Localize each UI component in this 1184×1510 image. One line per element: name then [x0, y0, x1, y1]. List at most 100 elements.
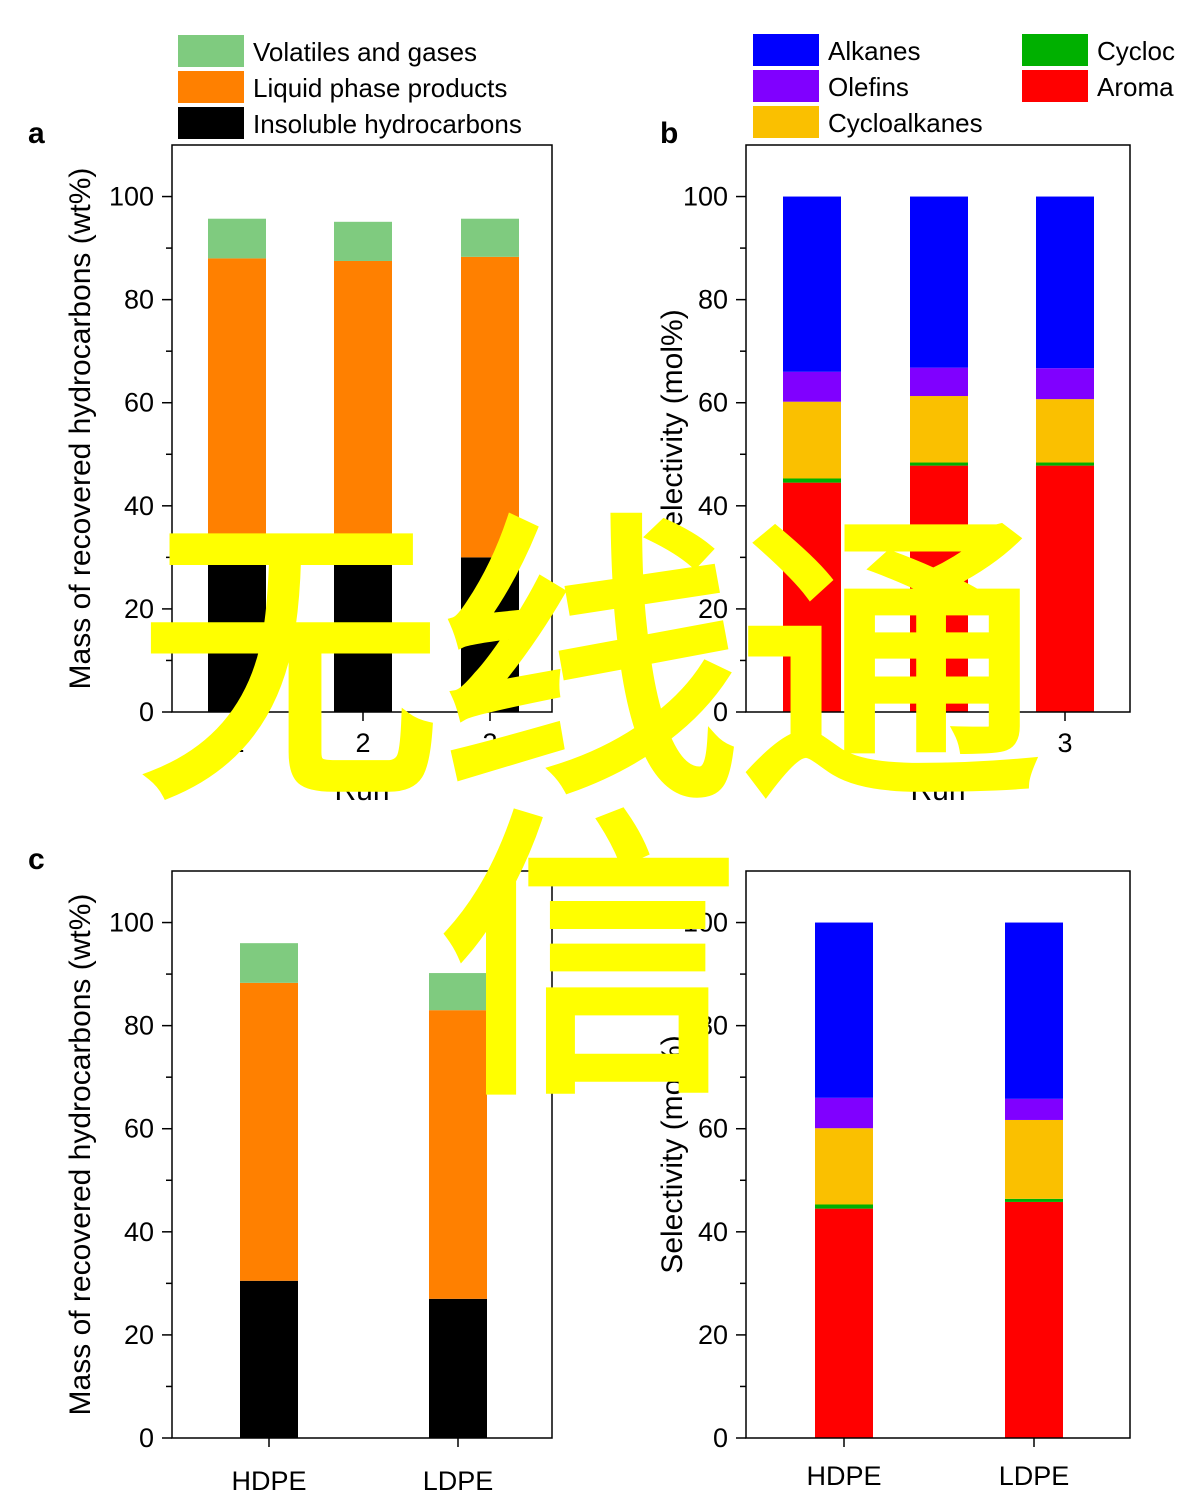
y-tick-label-b-40: 40	[698, 491, 728, 521]
chart-panel-d: 0 20 40 60 80 100 HDPE LDPE Selectivity (mol%)	[656, 870, 1131, 1491]
y-tick-label-c-100: 100	[109, 908, 154, 938]
y-axis-title-b: Selectivity (mol%)	[656, 309, 689, 547]
bar-d-LDPE-series-0	[1005, 1201, 1063, 1438]
bar-b-1-series-4	[783, 196, 841, 372]
legend-selectivity: Alkanes Olefins Cycloalkanes Cycloc Arom…	[753, 34, 1175, 138]
x-tick-label-a-1: 1	[229, 728, 244, 758]
y-tick-label-b-80: 80	[698, 285, 728, 315]
y-tick-label-c-80: 80	[124, 1011, 154, 1041]
plot-frame-c	[171, 870, 553, 1439]
x-tick-label-b-2: 2	[931, 728, 946, 758]
bar-d-LDPE-series-2	[1005, 1119, 1063, 1199]
bar-b-1-series-2	[783, 401, 841, 479]
y-axis-title-c: Mass of recovered hydrocarbons (wt%)	[64, 894, 97, 1416]
legend-mass: Volatiles and gases Liquid phase product…	[178, 35, 522, 139]
x-tick-label-c-HDPE: HDPE	[231, 1466, 306, 1496]
legend-swatch-liquid	[178, 71, 244, 103]
legend-label-insoluble: Insoluble hydrocarbons	[253, 109, 522, 139]
bar-b-2-series-0	[910, 465, 968, 712]
y-tick-label-c-60: 60	[124, 1114, 154, 1144]
bar-a-3-series-1	[461, 256, 519, 558]
bar-b-3-series-1	[1036, 462, 1094, 466]
legend-swatch-olefins	[753, 70, 819, 102]
y-tick-label-d-80: 80	[698, 1011, 728, 1041]
bar-c-LDPE-series-2	[429, 973, 487, 1011]
bar-a-3-series-2	[461, 218, 519, 257]
y-axis-title-a: Mass of recovered hydrocarbons (wt%)	[64, 168, 97, 690]
watermark-line-1: 无线通	[140, 492, 1040, 841]
legend-swatch-aromatics	[1022, 70, 1088, 102]
y-tick-label-d-0: 0	[713, 1423, 728, 1453]
x-tick-label-a-2: 2	[355, 728, 370, 758]
x-axis-title-a: Run	[334, 774, 389, 807]
y-tick-label-a-20: 20	[124, 594, 154, 624]
bar-a-3-series-0	[461, 557, 519, 712]
bar-b-3-series-3	[1036, 368, 1094, 400]
plot-frame-b	[745, 144, 1131, 713]
bar-d-HDPE-series-0	[815, 1208, 873, 1438]
legend-label-liquid: Liquid phase products	[253, 73, 507, 103]
x-tick-label-d-LDPE: LDPE	[999, 1461, 1070, 1491]
bar-d-LDPE-series-3	[1005, 1098, 1063, 1120]
x-tick-label-a-3: 3	[482, 728, 497, 758]
bar-b-2-series-4	[910, 196, 968, 368]
legend-swatch-cycloalkanes	[753, 106, 819, 138]
bar-b-2-series-1	[910, 462, 968, 466]
bar-c-HDPE-series-0	[240, 1280, 298, 1438]
bar-a-2-series-2	[334, 221, 392, 261]
plot-frame-d	[745, 870, 1131, 1439]
bar-a-1-series-1	[208, 258, 266, 555]
bar-b-3-series-2	[1036, 399, 1094, 463]
bar-a-2-series-1	[334, 260, 392, 553]
chart-panel-b: 0 20 40 60 80 100 1 2 3 Selectivity (mol%) Run	[656, 144, 1131, 807]
x-axis-title-b: Run	[910, 774, 965, 807]
legend-label-volatiles: Volatiles and gases	[253, 37, 477, 67]
bar-c-LDPE-series-1	[429, 1010, 487, 1299]
y-tick-label-b-100: 100	[683, 182, 728, 212]
legend-label-cycloalkenes: Cycloc	[1097, 36, 1175, 66]
bar-c-HDPE-series-1	[240, 982, 298, 1281]
bar-d-HDPE-series-4	[815, 922, 873, 1098]
y-tick-label-a-100: 100	[109, 182, 154, 212]
bar-d-HDPE-series-1	[815, 1204, 873, 1209]
legend-label-olefins: Olefins	[828, 72, 909, 102]
legend-swatch-volatiles	[178, 35, 244, 67]
legend-label-cycloalkanes: Cycloalkanes	[828, 108, 983, 138]
legend-label-alkanes: Alkanes	[828, 36, 921, 66]
bar-b-2-series-2	[910, 396, 968, 463]
bar-d-LDPE-series-4	[1005, 922, 1063, 1099]
bar-a-1-series-2	[208, 218, 266, 259]
y-tick-label-a-80: 80	[124, 285, 154, 315]
bar-d-LDPE-series-1	[1005, 1198, 1063, 1202]
bar-a-2-series-0	[334, 552, 392, 712]
bar-b-1-series-1	[783, 478, 841, 483]
y-tick-label-c-40: 40	[124, 1217, 154, 1247]
y-tick-label-a-60: 60	[124, 388, 154, 418]
y-tick-label-b-20: 20	[698, 594, 728, 624]
x-tick-label-d-HDPE: HDPE	[806, 1461, 881, 1491]
x-tick-label-c-LDPE: LDPE	[423, 1466, 494, 1496]
bar-d-HDPE-series-2	[815, 1128, 873, 1205]
bar-b-1-series-0	[783, 482, 841, 712]
y-tick-label-d-20: 20	[698, 1320, 728, 1350]
bar-b-3-series-0	[1036, 465, 1094, 712]
panel-letter-c: c	[28, 843, 45, 876]
legend-label-aromatics: Aroma	[1097, 72, 1174, 102]
y-tick-label-a-40: 40	[124, 491, 154, 521]
y-axis-title-d: Selectivity (mol%)	[656, 1035, 689, 1273]
panel-letter-a: a	[28, 117, 45, 150]
chart-panel-a: 0 20 40 60 80 100 1 2 3 Mass of recovered hydroca…	[64, 144, 553, 807]
watermark-line-2: 信	[440, 787, 740, 1136]
y-tick-label-c-20: 20	[124, 1320, 154, 1350]
y-tick-label-d-40: 40	[698, 1217, 728, 1247]
bar-c-HDPE-series-2	[240, 943, 298, 983]
x-tick-label-b-3: 3	[1057, 728, 1072, 758]
panel-letter-b: b	[660, 117, 678, 150]
bar-d-HDPE-series-3	[815, 1097, 873, 1129]
y-tick-label-b-0: 0	[713, 697, 728, 727]
y-tick-label-d-60: 60	[698, 1114, 728, 1144]
chart-panel-c: 0 20 40 60 80 100 HDPE LDPE Mass of recovered hy…	[64, 870, 553, 1496]
legend-swatch-cycloalkenes	[1022, 34, 1088, 66]
legend-swatch-insoluble	[178, 107, 244, 139]
